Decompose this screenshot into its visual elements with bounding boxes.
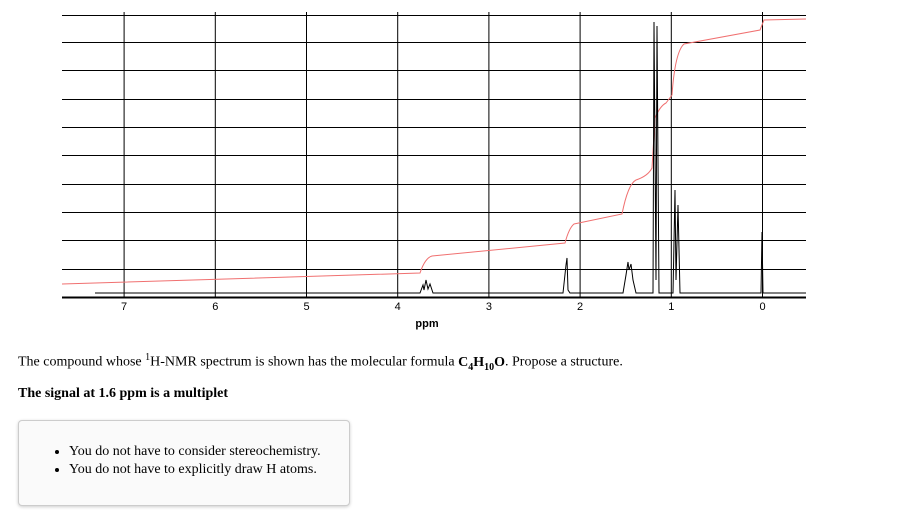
- x-tick-label: 7: [121, 301, 127, 313]
- x-tick-label: 4: [395, 301, 401, 313]
- hint-box: You do not have to consider stereochemis…: [18, 420, 350, 506]
- subscript: 10: [484, 361, 495, 373]
- spectrum-trace: [95, 21, 806, 294]
- x-tick-label: 3: [486, 301, 492, 313]
- superscript: 1: [145, 352, 151, 363]
- nmr-spectrum: 0 1 2 3 4 5 6 7 ppm: [61, 12, 807, 330]
- formula: C: [458, 354, 469, 370]
- x-tick-label: 2: [577, 301, 583, 313]
- hint-list: You do not have to consider stereochemis…: [19, 443, 349, 479]
- x-tick-label: 6: [212, 301, 218, 313]
- hint: You do not have to explicitly draw H ato…: [69, 461, 349, 479]
- text: . Propose a structure.: [505, 354, 623, 370]
- x-tick-label: 0: [759, 301, 765, 313]
- grid: [62, 15, 806, 299]
- hint: You do not have to consider stereochemis…: [69, 443, 349, 461]
- x-tick-label: 1: [668, 301, 674, 313]
- formula: H: [473, 354, 485, 370]
- text: The compound whose: [18, 354, 146, 370]
- subscript: 4: [468, 361, 474, 373]
- text: H-NMR spectrum is shown has the molecula…: [150, 354, 459, 370]
- x-axis-label: ppm: [415, 318, 438, 330]
- formula: O: [494, 354, 506, 370]
- x-tick-label: 5: [303, 301, 309, 313]
- integral-curve: [61, 18, 807, 285]
- note: The signal at 1.6 ppm is a multiplet: [18, 386, 229, 401]
- question: The compound whose 1H-NMR spectrum is sh…: [18, 352, 623, 372]
